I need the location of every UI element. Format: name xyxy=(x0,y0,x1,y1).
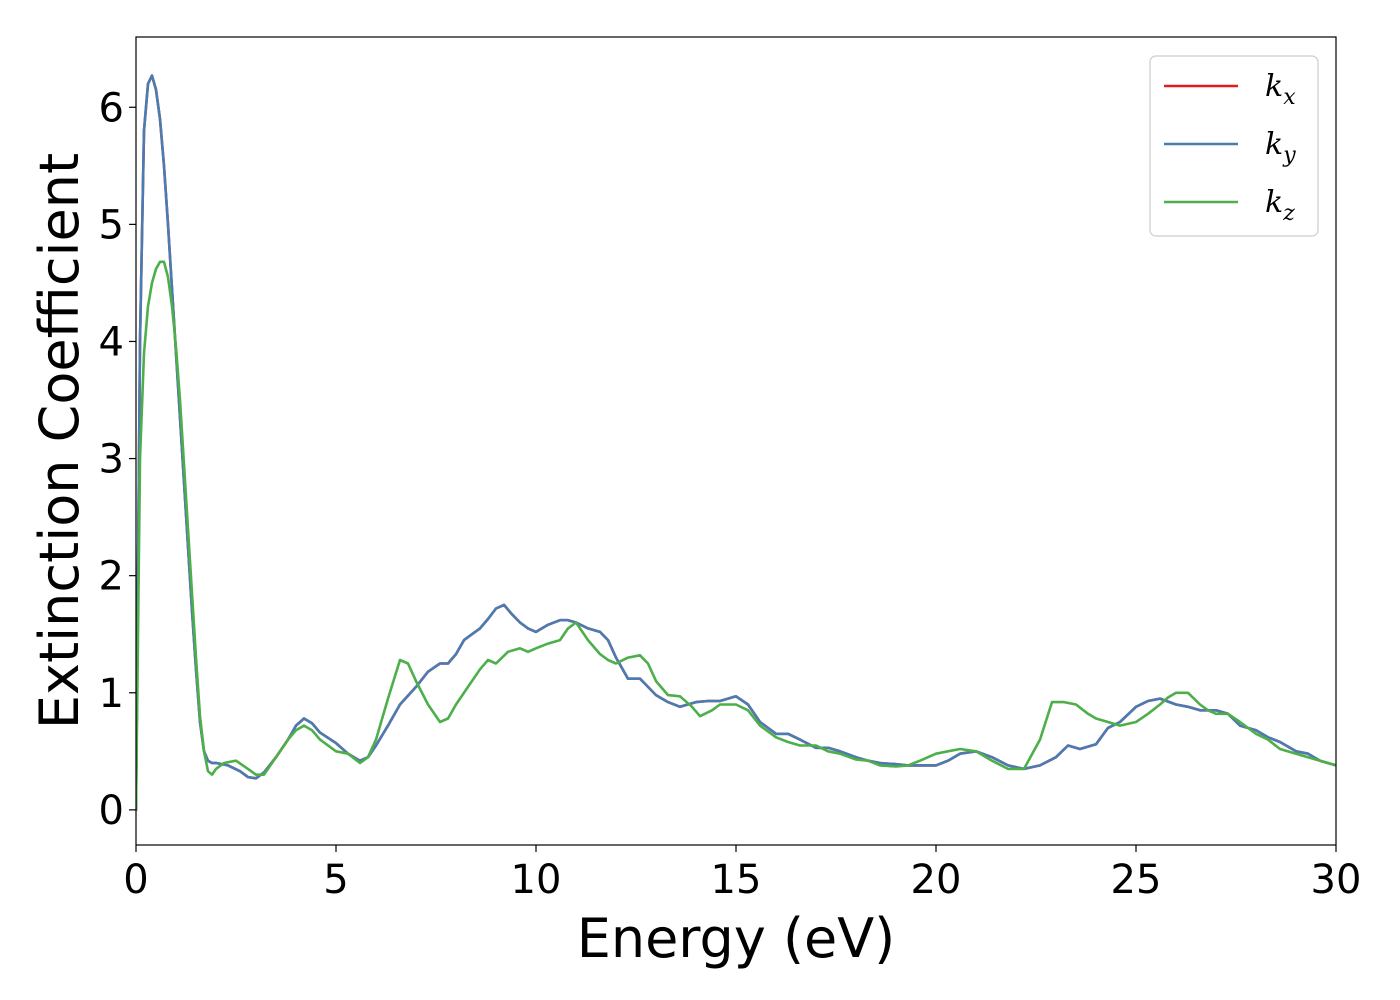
x-tick-label: 5 xyxy=(323,857,348,903)
x-tick-label: 30 xyxy=(1311,857,1362,903)
y-tick-label: 1 xyxy=(99,671,124,717)
y-axis-label: Extinction Coefficient xyxy=(28,153,91,729)
y-tick-label: 6 xyxy=(99,85,124,131)
y-tick-label: 0 xyxy=(99,788,124,834)
x-tick-label: 10 xyxy=(511,857,562,903)
x-tick-label: 20 xyxy=(911,857,962,903)
y-tick-label: 4 xyxy=(99,319,124,365)
y-tick-label: 3 xyxy=(99,437,124,483)
x-axis-label: Energy (eV) xyxy=(577,907,896,970)
x-tick-label: 0 xyxy=(123,857,148,903)
legend-box xyxy=(1149,55,1319,237)
y-tick-label: 2 xyxy=(99,554,124,600)
x-tick-label: 15 xyxy=(711,857,762,903)
plot-area xyxy=(136,74,1336,812)
y-tick-label: 5 xyxy=(99,202,124,248)
series-line-kz xyxy=(136,260,1336,812)
axes: 0 5 10 15 20 25 30 0 1 2 3 4 5 6 xyxy=(99,36,1362,903)
x-tick-label: 25 xyxy=(1111,857,1162,903)
